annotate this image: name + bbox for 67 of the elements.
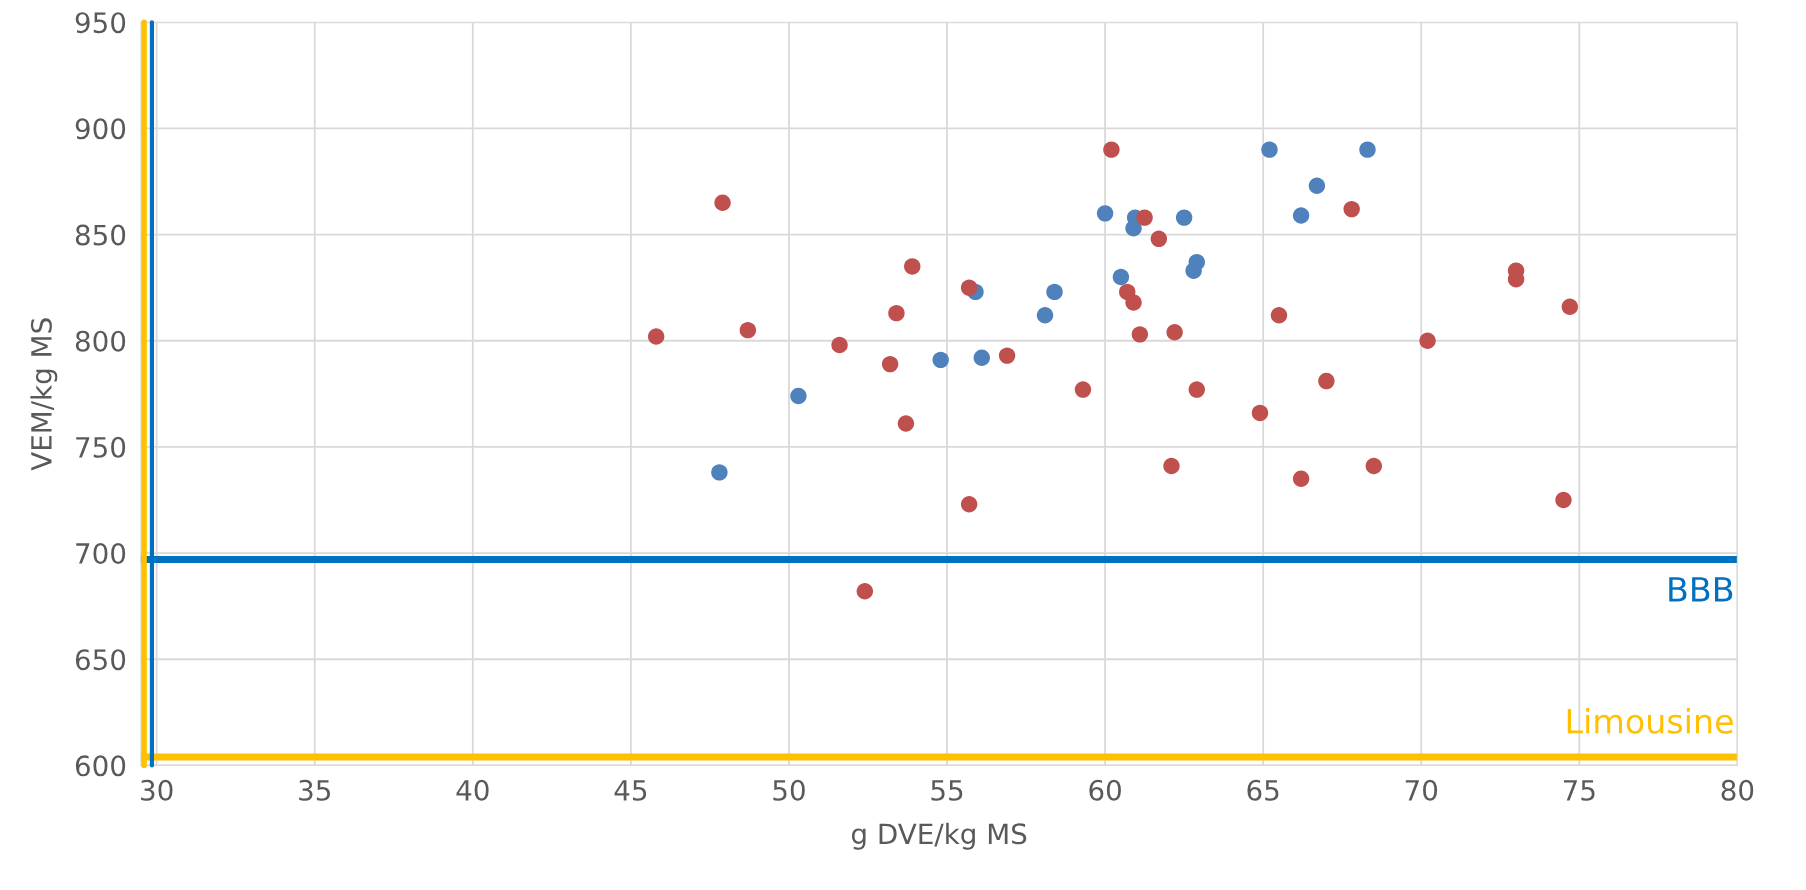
y-tick-label: 700 [76,543,126,565]
point [1125,294,1142,311]
point [1270,307,1288,324]
x-tick-label: 80 [1721,779,1754,801]
point [739,321,757,339]
y-tick-label: 650 [75,649,126,671]
point [1251,404,1269,422]
point [1046,283,1063,301]
point [960,496,978,513]
point [714,194,731,211]
point [1188,253,1205,271]
y-tick-label: 950 [75,12,126,34]
ref-line-label: BBB [1669,577,1733,602]
y-tick-label: 750 [76,436,126,458]
point [1188,381,1205,398]
y-tick-label: 850 [75,224,126,246]
point [1359,141,1376,158]
point [1292,470,1310,487]
point [1343,200,1360,218]
point [1074,381,1092,398]
x-tick-label: 60 [1089,779,1121,801]
point [881,355,899,373]
point [1318,372,1335,390]
point [1150,230,1168,248]
point [1163,457,1180,475]
x-tick-label: 75 [1563,780,1595,801]
x-axis-title: g DVE/kg MS [851,822,1027,850]
x-tick-label: 35 [299,779,330,801]
point [856,583,874,600]
point [897,415,915,432]
point [1419,332,1436,349]
point [1166,324,1183,341]
y-tick-label: 900 [75,118,126,140]
point [790,387,807,405]
point [1096,205,1114,222]
x-tick-label: 45 [614,780,647,801]
point [998,347,1016,364]
point [831,336,848,354]
point [1112,268,1130,286]
x-tick-label: 65 [1247,779,1279,801]
point [1136,209,1153,226]
y-axis-title: VEM/kg MS [30,318,58,471]
point [973,349,991,366]
x-tick-label: 40 [456,779,489,801]
point [1036,307,1054,324]
x-tick-label: 30 [141,779,173,801]
point [888,304,905,322]
point [904,258,921,275]
point [1308,177,1326,194]
point [647,328,665,345]
y-tick-label: 600 [75,755,126,777]
ref-line-label: Limousine [1567,707,1733,734]
point [1175,209,1193,226]
point [1365,457,1383,475]
point [932,351,949,369]
y-tick-label: 800 [75,330,126,352]
point [1555,491,1572,509]
x-tick-label: 55 [931,780,963,801]
point [1261,141,1278,158]
point [711,464,728,481]
point [1561,298,1579,315]
point [1103,141,1120,158]
point [960,279,978,296]
x-tick-label: 70 [1405,779,1438,801]
point [1131,326,1149,343]
point [1292,207,1310,224]
x-tick-label: 50 [773,779,805,801]
